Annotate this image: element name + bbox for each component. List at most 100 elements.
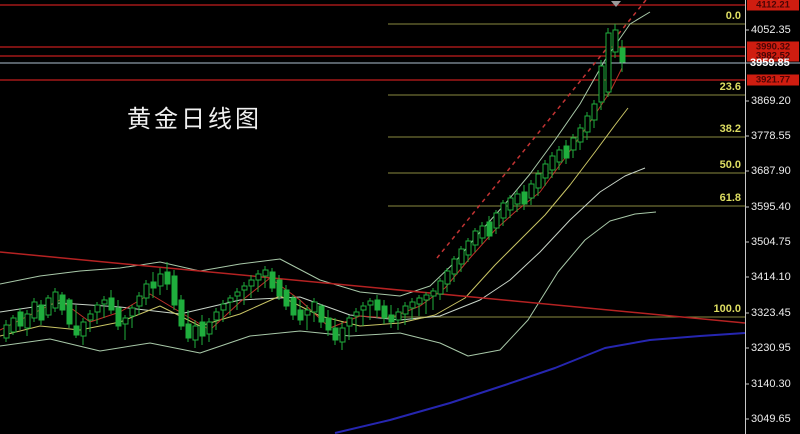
axis-price-label: 4052.35	[751, 24, 791, 36]
candle-bullish	[143, 283, 150, 299]
candle-bullish	[122, 317, 129, 325]
candle-bullish	[192, 325, 199, 341]
candle-bearish	[164, 271, 171, 285]
candle-bearish	[563, 145, 570, 159]
candle-bullish	[10, 317, 17, 333]
candle-bearish	[115, 307, 122, 327]
candle-bearish	[17, 311, 24, 327]
current-price-label: 3959.85	[750, 57, 790, 69]
chart-title: 黄金日线图	[127, 105, 262, 133]
candle-bearish	[276, 279, 283, 297]
candle-bearish	[108, 297, 115, 311]
candle-bullish	[549, 155, 556, 171]
candle-bearish	[290, 297, 297, 316]
candle-bearish	[619, 47, 626, 63]
candle-bearish	[283, 289, 290, 307]
price-marker-box: 3921.77	[747, 74, 799, 86]
axis-price-label: 3414.10	[751, 271, 791, 283]
ma-red	[0, 67, 623, 331]
axis-price-label: 3140.30	[751, 378, 791, 390]
candle-bearish	[269, 271, 276, 289]
candle-bullish	[451, 258, 458, 275]
fib-label-23.6: 23.6	[719, 81, 741, 93]
candle-bearish	[38, 304, 45, 321]
candle-bullish	[409, 301, 416, 309]
fib-label-38.2: 38.2	[719, 123, 741, 135]
upper-bollinger-band	[0, 11, 651, 297]
candle-bearish	[332, 327, 339, 341]
candle-bullish	[570, 137, 577, 151]
candle-bullish	[241, 285, 248, 291]
candle-bullish	[227, 297, 234, 303]
candle-bullish	[262, 269, 269, 277]
candle-bullish	[507, 197, 514, 211]
candle-bearish	[318, 305, 325, 323]
candle-bullish	[206, 321, 213, 335]
candle-bullish	[423, 294, 430, 301]
candle-bullish	[542, 163, 549, 179]
price-marker-box: 3982.52	[747, 50, 799, 62]
candle-bullish	[304, 309, 311, 316]
candle-bullish	[437, 280, 444, 295]
candle-bearish	[521, 191, 528, 205]
candle-bullish	[402, 305, 409, 315]
candle-bullish	[80, 321, 87, 337]
fib-label-61.8: 61.8	[719, 192, 741, 204]
candle-bearish	[178, 299, 185, 327]
candle-bearish	[185, 323, 192, 339]
candle-bearish	[150, 281, 157, 289]
fib-label-0.0: 0.0	[725, 10, 741, 22]
candle-bullish	[101, 299, 108, 305]
candle-bullish	[479, 225, 486, 239]
axis-price-label: 3778.55	[751, 130, 791, 142]
candle-bullish	[339, 327, 346, 343]
candle-bullish	[136, 295, 143, 307]
candle-bullish	[360, 305, 367, 311]
candle-bullish	[458, 248, 465, 265]
candle-bullish	[87, 313, 94, 321]
candle-bullish	[395, 311, 402, 321]
candle-bullish	[3, 324, 10, 339]
fib-label-50.0: 50.0	[719, 159, 741, 171]
candle-bullish	[24, 313, 31, 329]
candle-bearish	[388, 314, 395, 323]
candle-bearish	[297, 309, 304, 321]
candle-bullish	[535, 173, 542, 189]
descending-trendline	[0, 251, 746, 324]
candle-bullish	[465, 240, 472, 256]
axis-price-label: 3323.45	[751, 307, 791, 319]
candle-bullish	[472, 230, 479, 246]
candle-bullish	[367, 300, 374, 306]
candle-bullish	[45, 297, 52, 316]
candle-bullish	[577, 127, 584, 143]
candle-bullish	[346, 317, 353, 327]
candle-bearish	[171, 275, 178, 306]
axis-price-label: 3230.95	[751, 342, 791, 354]
candle-bullish	[528, 183, 535, 199]
price-marker-box: 3990.32	[747, 41, 799, 53]
fib-label-100.0: 100.0	[713, 303, 741, 315]
candle-bullish	[598, 65, 605, 103]
candle-bullish	[514, 193, 521, 205]
candle-bullish	[234, 291, 241, 297]
candle-bullish	[353, 311, 360, 317]
candle-bullish	[31, 301, 38, 319]
candle-bearish	[59, 294, 66, 311]
candle-bullish	[493, 212, 500, 229]
candle-bearish	[325, 317, 332, 331]
candle-bullish	[430, 290, 437, 297]
arrow-marker-icon	[611, 1, 621, 7]
axis-price-label: 3869.20	[751, 95, 791, 107]
candle-bullish	[500, 202, 507, 219]
candle-bearish	[66, 299, 73, 325]
middle-band	[0, 167, 646, 321]
candle-bullish	[94, 304, 101, 313]
lower-bollinger-band	[0, 211, 657, 357]
axis-price-label: 3595.40	[751, 201, 791, 213]
candle-bearish	[486, 221, 493, 237]
axis-price-label: 3049.65	[751, 413, 791, 425]
candle-bullish	[416, 297, 423, 305]
candle-bullish	[556, 149, 563, 163]
